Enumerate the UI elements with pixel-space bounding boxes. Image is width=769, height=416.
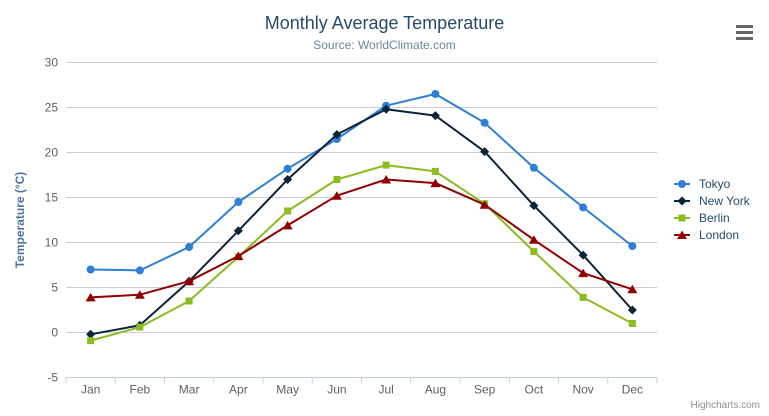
data-point-new-york[interactable] [578,250,588,260]
series-london [85,175,638,302]
x-axis-label: Mar [179,383,200,397]
series-new-york [86,104,637,339]
data-point-tokyo[interactable] [579,203,588,212]
x-axis-label: Jan [81,383,100,397]
data-point-berlin[interactable] [530,248,538,255]
x-axis-label: Jul [378,383,393,397]
y-axis-label: 0 [51,326,58,340]
data-point-london[interactable] [184,276,195,286]
data-point-new-york[interactable] [233,226,243,236]
legend-label: London [699,227,740,242]
data-point-new-york[interactable] [86,329,96,339]
legend-item-berlin[interactable]: Berlin [674,209,750,226]
data-point-new-york[interactable] [480,147,490,157]
y-axis-label: 5 [51,281,58,295]
data-point-berlin[interactable] [87,337,95,345]
data-point-london[interactable] [578,268,589,278]
data-point-berlin[interactable] [382,161,390,169]
data-point-london[interactable] [331,191,342,200]
legend-label: Tokyo [699,176,731,191]
data-point-london[interactable] [479,200,490,209]
x-axis-label: Oct [525,383,544,397]
x-axis-label: Sep [474,383,496,397]
data-point-berlin[interactable] [136,323,144,331]
chart-subtitle: Source: WorldClimate.com [313,38,456,52]
data-point-new-york[interactable] [529,201,539,211]
chart-title: Monthly Average Temperature [264,13,505,33]
data-point-tokyo[interactable] [86,265,95,274]
data-point-tokyo[interactable] [628,242,637,251]
data-point-tokyo[interactable] [480,118,489,127]
y-axis-label: -5 [47,371,58,385]
data-point-new-york[interactable] [283,175,293,184]
circle-marker-icon [674,179,690,188]
hamburger-bar [736,37,753,40]
legend: Tokyo New York Berlin London [674,175,750,243]
data-point-new-york[interactable] [332,130,342,139]
data-point-london[interactable] [282,220,293,230]
x-axis-labels: Jan Feb Mar Apr May Jun Jul Aug Sep Oct Nov Dec [81,383,643,397]
legend-label: Berlin [699,210,730,225]
series-line-new-york [89,108,634,336]
data-point-berlin[interactable] [579,293,587,301]
x-axis-label: Jun [327,383,346,397]
hamburger-bar [736,25,753,28]
legend-item-new-york[interactable]: New York [674,192,750,209]
data-point-new-york[interactable] [430,111,440,121]
y-axis-label: 10 [45,236,59,250]
y-axis-title: Temperature (°C) [13,172,27,269]
triangle-marker-icon [674,230,690,239]
y-axis-label: 15 [45,191,59,205]
data-point-berlin[interactable] [431,167,439,175]
data-point-new-york[interactable] [381,104,391,114]
legend-label: New York [699,193,750,208]
data-point-tokyo[interactable] [529,163,538,172]
legend-item-london[interactable]: London [674,226,750,243]
series-tokyo [86,90,637,275]
series-line-berlin [89,164,634,342]
data-point-berlin[interactable] [628,320,636,327]
y-axis-label: 30 [45,56,59,70]
y-axis-label: 20 [45,146,59,160]
hamburger-menu-icon[interactable] [736,21,753,44]
data-point-tokyo[interactable] [185,243,194,251]
x-axis-label: Feb [130,383,151,397]
series-line-london [89,178,634,299]
data-point-london[interactable] [627,284,638,294]
data-point-tokyo[interactable] [234,198,243,206]
y-axis-labels: -5 0 5 10 15 20 25 30 [45,56,59,385]
data-point-london[interactable] [430,178,441,188]
data-point-london[interactable] [85,292,96,302]
x-axis [65,377,658,384]
series-line-tokyo [89,93,634,272]
x-axis-label: Dec [622,383,643,397]
square-marker-icon [674,214,690,221]
y-axis-label: 25 [45,101,59,115]
data-point-london[interactable] [528,235,539,244]
data-point-london[interactable] [134,290,145,299]
legend-item-tokyo[interactable]: Tokyo [674,175,750,192]
hamburger-bar [736,31,753,34]
data-point-tokyo[interactable] [135,266,144,275]
series-plot [85,90,638,345]
data-point-tokyo[interactable] [283,164,292,173]
x-axis-label: May [276,383,299,397]
data-point-berlin[interactable] [333,176,341,183]
diamond-marker-icon [674,196,690,205]
gridlines [66,62,657,378]
data-point-london[interactable] [233,251,244,261]
data-point-berlin[interactable] [185,297,193,305]
data-point-berlin[interactable] [284,207,292,215]
credits-link[interactable]: Highcharts.com [690,400,760,411]
x-axis-label: Nov [572,383,593,397]
data-point-tokyo[interactable] [431,90,440,98]
data-point-new-york[interactable] [627,305,637,315]
data-point-london[interactable] [381,175,392,184]
x-axis-label: Apr [229,383,248,397]
x-axis-label: Aug [425,383,446,397]
